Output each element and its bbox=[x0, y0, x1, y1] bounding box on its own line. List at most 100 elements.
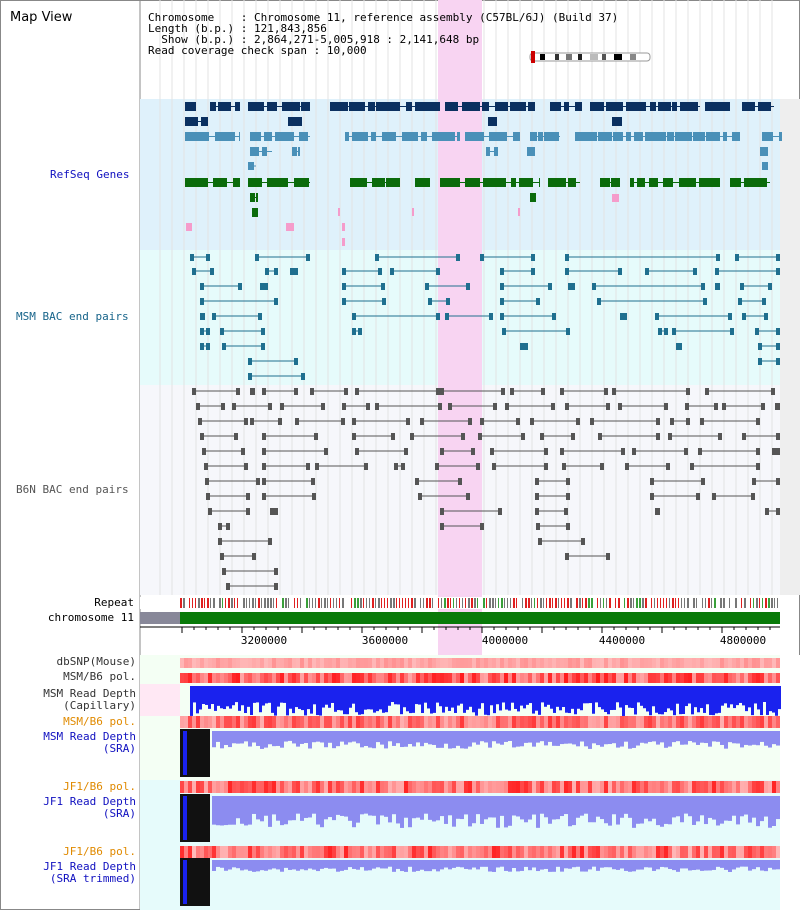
heat-cell bbox=[732, 716, 736, 728]
gene-exon bbox=[600, 178, 610, 187]
gene-exon bbox=[649, 178, 658, 187]
depth-bar bbox=[685, 686, 688, 707]
track-label-jf1-depth-sra-1[interactable]: JF1 Read Depth bbox=[43, 795, 136, 808]
b6n-bac-pair-end bbox=[566, 523, 570, 530]
axis-tick-label: 3600000 bbox=[361, 634, 409, 647]
msm-bac-pair-end bbox=[274, 268, 278, 275]
heat-cell bbox=[456, 846, 460, 858]
heat-cell bbox=[560, 658, 564, 668]
b6n-bac-pair-end bbox=[274, 583, 278, 590]
depth-bar bbox=[235, 686, 238, 703]
depth-bar bbox=[760, 731, 764, 742]
depth-bar bbox=[564, 731, 568, 744]
track-label-msm-pol-1[interactable]: MSM/B6 pol. bbox=[63, 670, 136, 683]
repeat-mark bbox=[675, 598, 676, 608]
depth-bar bbox=[340, 796, 344, 816]
depth-bar bbox=[202, 686, 205, 705]
track-label-repeat[interactable]: Repeat bbox=[94, 596, 134, 609]
heat-cell bbox=[652, 658, 656, 668]
heat-cell bbox=[340, 673, 344, 683]
msm-bac-pair-end bbox=[342, 283, 346, 290]
track-label-jf1-pol-2[interactable]: JF1/B6 pol. bbox=[63, 845, 136, 858]
depth-bar bbox=[481, 686, 484, 704]
heat-cell bbox=[192, 716, 196, 728]
depth-bar bbox=[704, 796, 708, 825]
heat-cell bbox=[316, 846, 320, 858]
depth-bar bbox=[238, 686, 241, 711]
depth-bar bbox=[552, 731, 556, 746]
track-label-refseq[interactable]: RefSeq Genes bbox=[50, 168, 130, 181]
b6n-bac-pair-end bbox=[200, 433, 204, 440]
depth-bar bbox=[520, 686, 523, 706]
track-label-b6n-bac[interactable]: B6N BAC end pairs bbox=[16, 483, 129, 496]
heat-cell bbox=[476, 846, 480, 858]
heat-cell bbox=[468, 673, 472, 683]
heat-cell bbox=[660, 716, 664, 728]
track-label-jf1-pol-1[interactable]: JF1/B6 pol. bbox=[63, 780, 136, 793]
depth-bar bbox=[528, 796, 532, 820]
msm-bac-pair-end bbox=[568, 283, 572, 290]
gene-exon bbox=[658, 102, 671, 111]
heat-cell bbox=[500, 781, 504, 793]
msm-bac-pair-end bbox=[500, 268, 504, 275]
heat-cell bbox=[272, 781, 276, 793]
depth-bar bbox=[580, 686, 583, 711]
depth-bar bbox=[396, 731, 400, 744]
repeat-mark bbox=[426, 598, 428, 608]
repeat-mark bbox=[483, 598, 485, 608]
heat-cell bbox=[588, 673, 592, 683]
msm-bac-pair-end bbox=[715, 268, 719, 275]
repeat-mark bbox=[255, 598, 256, 608]
heat-cell bbox=[684, 658, 688, 668]
heat-cell bbox=[256, 846, 260, 858]
b6n-bac-pair-end bbox=[202, 448, 206, 455]
track-label-jf1-depth-trim-1[interactable]: JF1 Read Depth bbox=[43, 860, 136, 873]
depth-bar bbox=[316, 796, 320, 825]
b6n-bac-pair-end bbox=[705, 388, 709, 395]
msm-bac-pair-end bbox=[200, 328, 204, 335]
b6n-bac-pair-end bbox=[684, 448, 688, 455]
track-label-msm-depth-sra-1[interactable]: MSM Read Depth bbox=[43, 730, 136, 743]
heat-cell bbox=[456, 658, 460, 668]
heat-cell bbox=[744, 781, 748, 793]
refseq-mark bbox=[338, 208, 340, 216]
depth-bar bbox=[424, 731, 428, 743]
depth-bar bbox=[752, 860, 756, 870]
repeat-mark bbox=[207, 598, 209, 608]
heat-cell bbox=[424, 781, 428, 793]
depth-bar bbox=[504, 731, 508, 742]
repeat-mark bbox=[366, 598, 367, 608]
heat-cell bbox=[356, 781, 360, 793]
heat-cell bbox=[644, 716, 648, 728]
heat-cell bbox=[504, 658, 508, 668]
heat-cell bbox=[500, 658, 504, 668]
track-label-msm-depth-cap-1[interactable]: MSM Read Depth bbox=[43, 687, 136, 700]
repeat-mark bbox=[498, 598, 499, 608]
heat-cell bbox=[292, 673, 296, 683]
repeat-mark bbox=[702, 598, 703, 608]
msm-bac-pair-end bbox=[436, 268, 440, 275]
heat-cell bbox=[708, 658, 712, 668]
track-label-dbsnp[interactable]: dbSNP(Mouse) bbox=[56, 655, 136, 668]
depth-bar bbox=[252, 796, 256, 814]
depth-bar bbox=[252, 860, 256, 872]
track-label-msm-pol-2[interactable]: MSM/B6 pol. bbox=[63, 715, 136, 728]
b6n-bac-pair-end bbox=[250, 418, 254, 425]
heat-cell bbox=[512, 658, 516, 668]
heat-cell bbox=[532, 673, 536, 683]
depth-bar bbox=[728, 860, 732, 872]
heat-cell bbox=[720, 846, 724, 858]
depth-bar bbox=[388, 686, 391, 706]
depth-bar bbox=[668, 796, 672, 825]
depth-bar bbox=[703, 686, 706, 713]
track-label-chromosome[interactable]: chromosome 11 bbox=[47, 611, 134, 624]
depth-bar bbox=[708, 796, 712, 818]
repeat-mark bbox=[549, 598, 551, 608]
track-label-msm-bac[interactable]: MSM BAC end pairs bbox=[16, 310, 129, 323]
repeat-mark bbox=[432, 598, 433, 608]
heat-cell bbox=[608, 846, 612, 858]
depth-bar bbox=[344, 860, 348, 870]
depth-bar bbox=[577, 686, 580, 709]
depth-bar bbox=[469, 686, 472, 707]
